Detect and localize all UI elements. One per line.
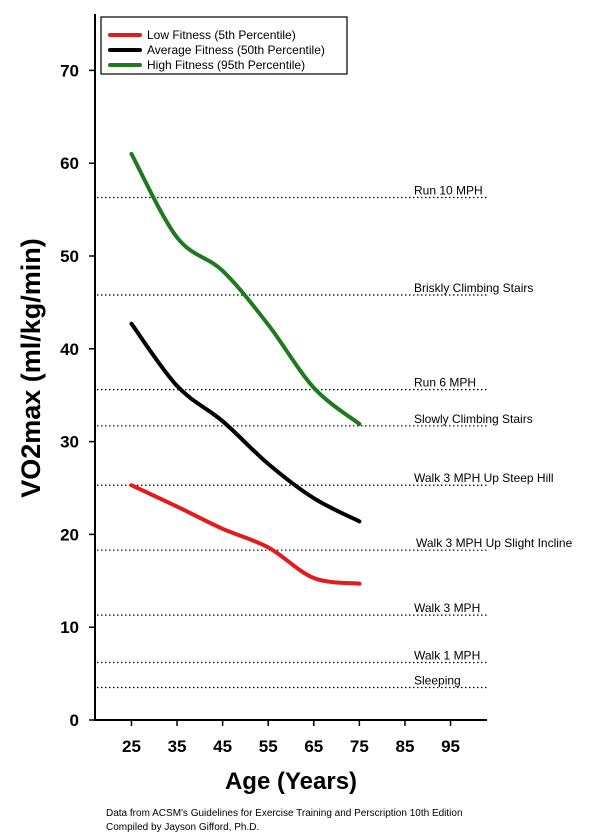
y-tick-label: 50: [60, 247, 79, 266]
reference-label: Briskly Climbing Stairs: [414, 281, 533, 295]
footer-credit: Compiled by Jayson Gifford, Ph.D.: [106, 822, 260, 833]
x-tick-label: 95: [441, 737, 460, 756]
y-tick-label: 60: [60, 154, 79, 173]
x-tick-label: 55: [259, 737, 278, 756]
reference-label: Run 10 MPH: [414, 184, 483, 198]
y-tick-label: 20: [60, 525, 79, 544]
reference-label: Walk 3 MPH Up Steep Hill: [414, 471, 554, 485]
reference-label: Run 6 MPH: [414, 376, 476, 390]
series-line: [129, 483, 362, 586]
legend-label: Average Fitness (50th Percentile): [147, 43, 325, 57]
x-axis-title: Age (Years): [225, 768, 357, 795]
y-axis-title: VO2max (ml/kg/min): [16, 238, 46, 498]
footer-source: Data from ACSM's Guidelines for Exercise…: [106, 808, 463, 819]
y-tick-label: 40: [60, 340, 79, 359]
x-tick-label: 45: [213, 737, 232, 756]
y-tick-label: 30: [60, 433, 79, 452]
reference-label: Sleeping: [414, 674, 461, 688]
chart: 0 10 20 30 40 50 60 70 25 35 45 55 65 75 85 95 Run 10 MP…: [16, 14, 573, 795]
y-tick-label: 10: [60, 618, 79, 637]
series-line: [129, 321, 362, 524]
x-tick-label: 85: [395, 737, 414, 756]
legend-label: Low Fitness (5th Percentile): [147, 28, 296, 42]
reference-label: Slowly Climbing Stairs: [414, 412, 533, 426]
x-tick-label: 65: [304, 737, 323, 756]
x-tick-label: 35: [168, 737, 187, 756]
reference-label: Walk 1 MPH: [414, 648, 480, 662]
y-tick-label: 0: [70, 711, 79, 730]
series-line: [129, 151, 362, 426]
reference-label: Walk 3 MPH Up Slight Incline: [416, 536, 573, 550]
legend-box: [100, 16, 348, 75]
x-tick-label: 75: [350, 737, 369, 756]
reference-label: Walk 3 MPH: [414, 601, 480, 615]
x-tick-label: 25: [122, 737, 141, 756]
legend-label: High Fitness (95th Percentile): [147, 58, 305, 72]
y-tick-label: 70: [60, 61, 79, 80]
